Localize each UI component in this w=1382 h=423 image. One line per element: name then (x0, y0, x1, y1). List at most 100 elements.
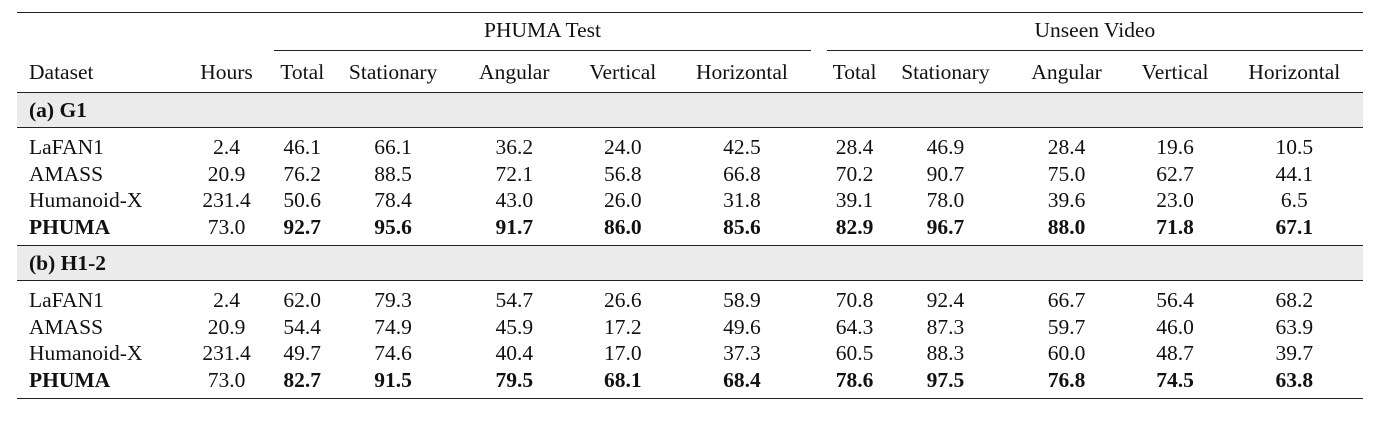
col-header-total: Total (274, 53, 330, 93)
value-cell: 43.0 (495, 188, 534, 213)
value-cell: 39.6 (1047, 188, 1086, 213)
dataset-cell: LaFAN1 (29, 288, 104, 313)
table-row: LaFAN1 2.4 46.1 66.1 36.2 24.0 42.5 28.4… (17, 128, 1363, 161)
value-cell: 72.1 (495, 161, 534, 186)
value-cell: 82.9 (826, 213, 883, 246)
value-cell: 54.7 (495, 288, 534, 313)
value-cell: 6.5 (1280, 188, 1308, 213)
value-cell: 74.9 (374, 314, 412, 339)
table-row: AMASS 20.9 76.2 88.5 72.1 56.8 66.8 70.2… (17, 161, 1363, 188)
value-cell: 20.9 (207, 314, 246, 339)
value-cell: 63.9 (1275, 314, 1314, 339)
value-cell: 88.0 (1008, 213, 1125, 246)
value-cell: 86.0 (572, 213, 674, 246)
value-cell: 48.7 (1156, 341, 1194, 366)
value-cell: 75.0 (1047, 161, 1086, 186)
table-row-highlight: PHUMA 73.0 92.7 95.6 91.7 86.0 85.6 82.9… (17, 213, 1363, 246)
col-header-dataset: Dataset (17, 53, 179, 93)
value-cell: 96.7 (882, 213, 1009, 246)
value-cell: 46.9 (926, 135, 965, 160)
value-cell: 49.6 (723, 314, 761, 339)
value-cell: 49.7 (283, 341, 322, 366)
value-cell: 10.5 (1275, 135, 1314, 160)
value-cell: 19.6 (1156, 135, 1194, 160)
value-cell: 90.7 (926, 161, 965, 186)
table-row: Humanoid-X 231.4 49.7 74.6 40.4 17.0 37.… (17, 340, 1363, 367)
table-body: (a) G1 LaFAN1 2.4 46.1 66.1 36.2 24.0 42… (17, 92, 1363, 399)
value-cell: 39.7 (1275, 341, 1314, 366)
value-cell: 73.0 (178, 213, 275, 246)
value-cell: 74.6 (374, 341, 412, 366)
value-cell: 66.8 (723, 161, 761, 186)
value-cell: 60.0 (1047, 341, 1086, 366)
value-cell: 46.0 (1156, 314, 1194, 339)
value-cell: 88.3 (926, 341, 965, 366)
value-cell: 92.4 (926, 288, 965, 313)
value-cell: 76.8 (1008, 366, 1125, 399)
col-header-stationary: Stationary (882, 53, 1009, 93)
value-cell: 76.2 (283, 161, 322, 186)
dataset-cell: PHUMA (17, 366, 179, 399)
group-header-phuma-test: PHUMA Test (274, 12, 811, 53)
value-cell: 56.4 (1156, 288, 1194, 313)
value-cell: 45.9 (495, 314, 534, 339)
value-cell: 231.4 (202, 188, 251, 213)
value-cell: 39.1 (835, 188, 874, 213)
col-header-horizontal: Horizontal (673, 53, 811, 93)
table-row: LaFAN1 2.4 62.0 79.3 54.7 26.6 58.9 70.8… (17, 281, 1363, 314)
table-row-highlight: PHUMA 73.0 82.7 91.5 79.5 68.1 68.4 78.6… (17, 366, 1363, 399)
value-cell: 17.2 (604, 314, 642, 339)
value-cell: 88.5 (374, 161, 412, 186)
value-cell: 58.9 (723, 288, 761, 313)
value-cell: 26.6 (604, 288, 642, 313)
value-cell: 74.5 (1124, 366, 1226, 399)
value-cell: 56.8 (604, 161, 642, 186)
value-cell: 24.0 (604, 135, 642, 160)
value-cell: 31.8 (723, 188, 761, 213)
value-cell: 37.3 (723, 341, 761, 366)
value-cell: 28.4 (1047, 135, 1086, 160)
dataset-cell: Humanoid-X (29, 188, 143, 213)
dataset-cell: AMASS (29, 314, 104, 339)
value-cell: 50.6 (283, 188, 322, 213)
value-cell: 231.4 (202, 341, 251, 366)
section-title: (a) G1 (17, 92, 1363, 128)
table-row: AMASS 20.9 54.4 74.9 45.9 17.2 49.6 64.3… (17, 314, 1363, 341)
value-cell: 87.3 (926, 314, 965, 339)
dataset-cell: LaFAN1 (29, 135, 104, 160)
value-cell: 23.0 (1156, 188, 1194, 213)
value-cell: 91.5 (330, 366, 457, 399)
value-cell: 68.2 (1275, 288, 1314, 313)
value-cell: 44.1 (1275, 161, 1314, 186)
value-cell: 82.7 (274, 366, 330, 399)
value-cell: 91.7 (456, 213, 573, 246)
value-cell: 70.2 (835, 161, 874, 186)
value-cell: 68.1 (572, 366, 674, 399)
value-cell: 59.7 (1047, 314, 1086, 339)
value-cell: 73.0 (178, 366, 275, 399)
col-header-angular: Angular (456, 53, 573, 93)
section-title: (b) H1-2 (17, 245, 1363, 281)
dataset-cell: PHUMA (17, 213, 179, 246)
value-cell: 70.8 (835, 288, 874, 313)
value-cell: 2.4 (213, 135, 240, 160)
group-header-unseen-video: Unseen Video (826, 12, 1363, 53)
dataset-cell: AMASS (29, 161, 104, 186)
value-cell: 79.5 (456, 366, 573, 399)
value-cell: 62.7 (1156, 161, 1194, 186)
value-cell: 54.4 (283, 314, 322, 339)
col-header-angular: Angular (1008, 53, 1125, 93)
value-cell: 20.9 (207, 161, 246, 186)
results-table: PHUMA Test Unseen Video Dataset Hours To… (17, 12, 1363, 399)
value-cell: 26.0 (604, 188, 642, 213)
value-cell: 60.5 (835, 341, 874, 366)
value-cell: 95.6 (330, 213, 457, 246)
col-header-vertical: Vertical (1124, 53, 1226, 93)
value-cell: 63.8 (1225, 366, 1363, 399)
table-row: Humanoid-X 231.4 50.6 78.4 43.0 26.0 31.… (17, 187, 1363, 214)
value-cell: 79.3 (374, 288, 412, 313)
value-cell: 66.1 (374, 135, 412, 160)
value-cell: 2.4 (213, 288, 240, 313)
value-cell: 17.0 (604, 341, 642, 366)
value-cell: 62.0 (283, 288, 322, 313)
